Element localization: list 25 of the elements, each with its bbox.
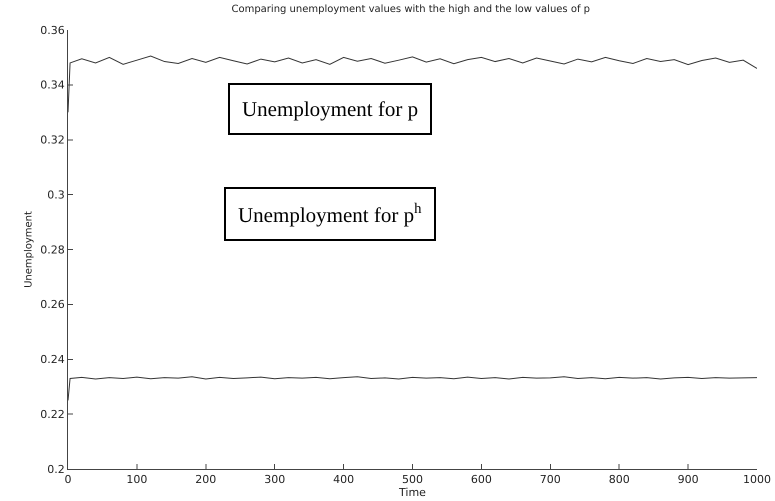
y-tick-label: 0.22 xyxy=(40,408,65,421)
y-tick-label: 0.34 xyxy=(40,78,65,92)
x-tick-label: 200 xyxy=(195,473,216,486)
x-tick-label: 300 xyxy=(264,473,286,486)
x-tick-label: 0 xyxy=(64,473,72,486)
x-tick-label: 700 xyxy=(540,473,561,486)
y-tick-label: 0.28 xyxy=(40,243,65,256)
x-tick-label: 500 xyxy=(402,473,423,486)
x-tick-label: 1000 xyxy=(743,473,771,486)
x-tick-label: 800 xyxy=(608,473,630,486)
y-tick-label: 0.36 xyxy=(40,24,65,37)
annotation: Unemployment for p$^{h}$ xyxy=(238,201,422,227)
y-tick-label: 0.26 xyxy=(40,298,65,312)
y-tick-label: 0.3 xyxy=(47,188,65,202)
x-tick-label: 100 xyxy=(126,473,148,486)
y-tick-label: 0.32 xyxy=(40,134,65,147)
y-tick-label: 0.2 xyxy=(47,462,65,476)
x-tick-label: 600 xyxy=(470,473,492,486)
chart-title: Comparing unemployment values with the high and the low values of p xyxy=(231,4,590,16)
x-tick-label: 400 xyxy=(333,473,354,486)
y-tick-label: 0.24 xyxy=(40,353,65,366)
x-axis-title: Time xyxy=(398,486,426,500)
x-tick-label: 900 xyxy=(678,473,699,486)
y-axis-title: Unemployment xyxy=(23,210,34,288)
annotation: Unemployment for p xyxy=(242,97,418,121)
